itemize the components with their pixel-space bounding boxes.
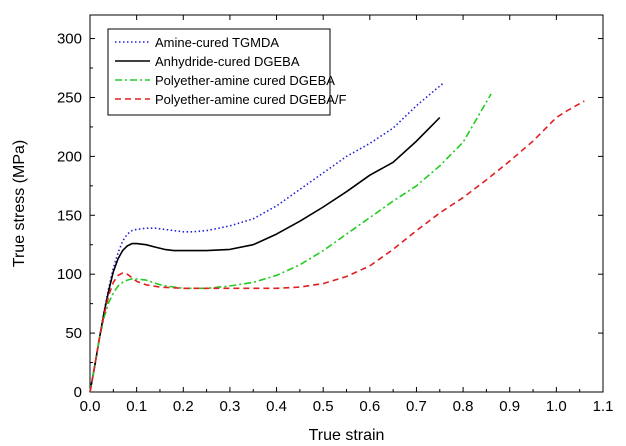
series-line — [89, 100, 585, 393]
series-layer — [89, 81, 585, 393]
y-axis-label: True stress (MPa) — [11, 140, 28, 267]
x-tick-label: 0.3 — [219, 398, 240, 415]
y-tick-label: 0 — [74, 384, 82, 401]
y-tick-label: 100 — [57, 266, 82, 283]
y-tick-label: 200 — [57, 148, 82, 165]
x-tick-label: 0.4 — [266, 398, 287, 415]
legend-box — [107, 28, 331, 116]
x-axis-label: True strain — [309, 427, 385, 444]
legend-label: Anhydride-cured DGEBA — [155, 54, 300, 69]
y-tick-label: 250 — [57, 89, 82, 106]
x-tick-label: 1.1 — [593, 398, 614, 415]
y-tick-label: 50 — [65, 325, 82, 342]
series-line — [89, 93, 492, 393]
axis-ticks: 0.0 0.1 0.2 0.3 0.4 0.5 0.6 0.7 0.8 0.9 1.0 1.1 0 50 1… — [57, 15, 613, 415]
x-tick-label: 0.9 — [499, 398, 520, 415]
x-tick-label: 1.0 — [546, 398, 567, 415]
y-tick-label: 150 — [57, 207, 82, 224]
y-tick-label: 300 — [57, 31, 82, 48]
legend: Amine-cured TGMDA Anhydride-cured DGEBA Po… — [107, 28, 347, 116]
x-tick-label: 0.7 — [406, 398, 427, 415]
legend-label: Polyether-amine cured DGEBA — [155, 73, 335, 88]
x-tick-label: 0.5 — [313, 398, 334, 415]
legend-label: Amine-cured TGMDA — [155, 35, 279, 50]
x-tick-label: 0.6 — [359, 398, 380, 415]
x-tick-label: 0.1 — [126, 398, 147, 415]
x-tick-label: 0.8 — [453, 398, 474, 415]
x-tick-label: 0.2 — [173, 398, 194, 415]
legend-label: Polyether-amine cured DGEBA/F — [155, 92, 347, 107]
x-tick-label: 0.0 — [80, 398, 101, 415]
series-line — [89, 116, 441, 393]
series-line — [89, 81, 445, 393]
